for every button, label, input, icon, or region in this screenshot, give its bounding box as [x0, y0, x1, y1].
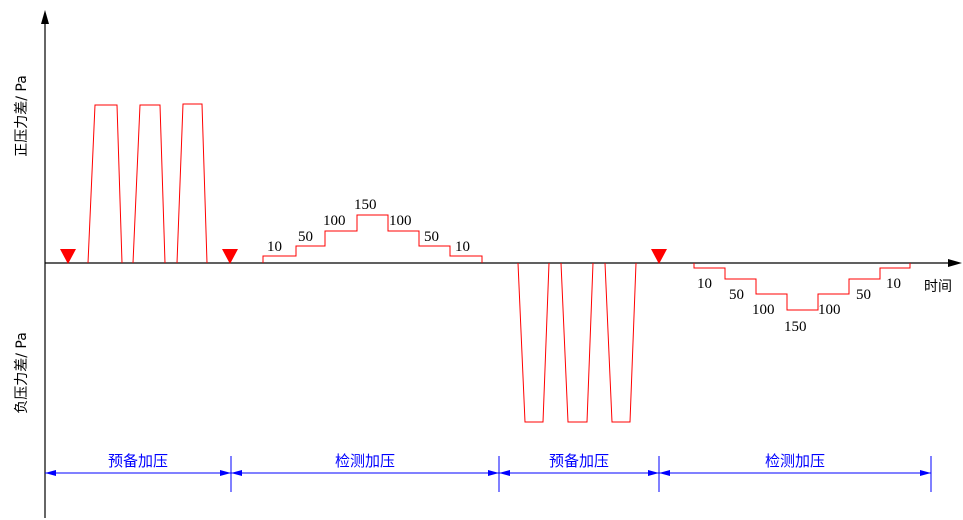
marker-down-triangle-1 — [60, 249, 76, 264]
y-label-negative: 负压力差/ Pa — [14, 332, 30, 414]
negative-preload-pulse-1 — [517, 262, 550, 423]
pos-step-label: 150 — [354, 197, 377, 213]
phase-labels: 预备加压 检测加压 预备加压 检测加压 — [108, 452, 825, 470]
arrowhead — [659, 470, 670, 476]
phase-label-detection-positive: 检测加压 — [335, 452, 395, 470]
positive-step-labels: 10 50 100 150 100 50 10 — [267, 197, 470, 255]
arrowhead — [920, 470, 931, 476]
pos-step-label: 100 — [389, 213, 412, 229]
negative-step-labels: 10 50 100 150 100 50 10 — [697, 276, 901, 335]
axes — [41, 10, 962, 518]
negative-preload-pulse-3 — [604, 262, 637, 423]
marker-down-triangle-2 — [222, 249, 238, 264]
arrowhead — [220, 470, 231, 476]
pos-step-label: 10 — [267, 239, 282, 255]
pos-step-label: 50 — [298, 229, 313, 245]
waveform — [87, 103, 911, 423]
arrowhead — [45, 470, 56, 476]
positive-preload-pulse-3 — [176, 103, 208, 264]
neg-step-label: 50 — [856, 287, 871, 303]
positive-detection-steps — [262, 214, 483, 263]
pos-step-label: 50 — [424, 229, 439, 245]
negative-preload-pulse-2 — [560, 262, 594, 423]
phase-label-preload-negative: 预备加压 — [549, 452, 609, 470]
positive-preload-pulse-2 — [132, 104, 166, 264]
arrowhead — [499, 470, 510, 476]
x-label-time: 时间 — [924, 279, 952, 295]
arrowhead — [488, 470, 499, 476]
neg-step-label: 100 — [752, 302, 775, 318]
neg-step-label: 10 — [886, 276, 901, 292]
pos-step-label: 10 — [455, 239, 470, 255]
phase-markers — [60, 249, 667, 264]
phase-label-preload-positive: 预备加压 — [108, 452, 168, 470]
phase-label-detection-negative: 检测加压 — [765, 452, 825, 470]
neg-step-label: 10 — [697, 276, 712, 292]
neg-step-label: 100 — [818, 302, 841, 318]
arrowhead — [231, 470, 242, 476]
pos-step-label: 100 — [323, 213, 346, 229]
marker-down-triangle-3 — [651, 249, 667, 264]
neg-step-label: 150 — [784, 319, 807, 335]
y-label-positive: 正压力差/ Pa — [14, 75, 30, 157]
y-axis-arrow — [41, 10, 49, 24]
x-axis-arrow — [948, 259, 962, 267]
phase-timeline — [45, 456, 932, 492]
negative-detection-steps — [693, 263, 911, 311]
neg-step-label: 50 — [729, 287, 744, 303]
arrowhead — [648, 470, 659, 476]
positive-preload-pulse-1 — [87, 104, 123, 264]
